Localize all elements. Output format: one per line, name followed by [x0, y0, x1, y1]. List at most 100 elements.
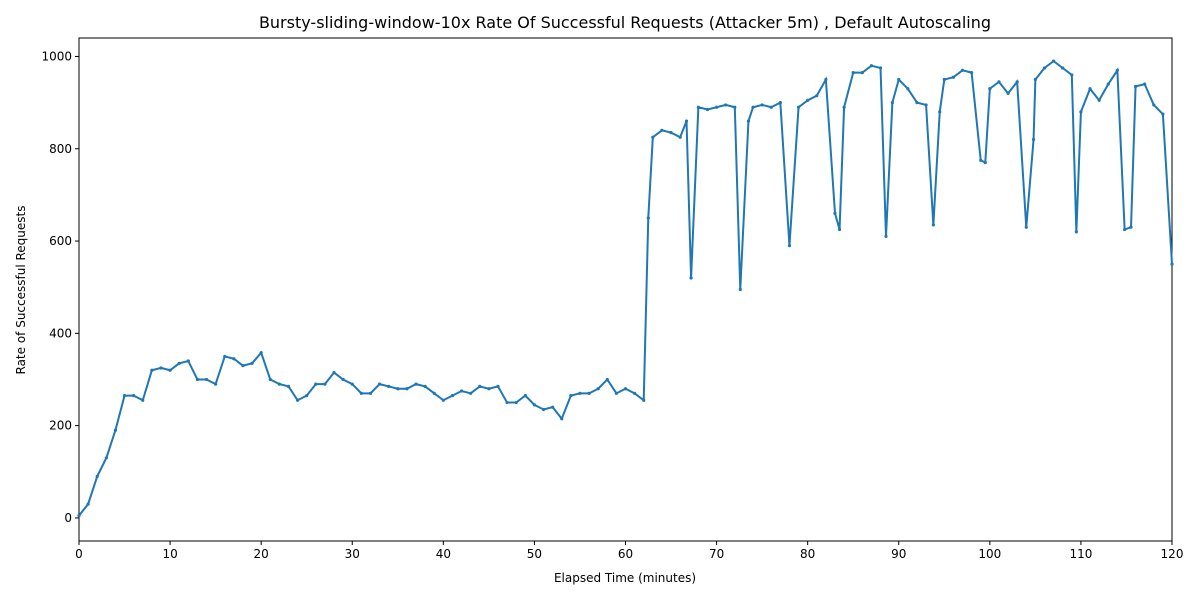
data-point [931, 223, 935, 227]
y-tick-label: 600 [49, 234, 72, 248]
data-point [988, 87, 992, 91]
data-point [787, 244, 792, 248]
data-point [1097, 98, 1101, 102]
data-point [223, 354, 227, 359]
data-point [177, 361, 181, 365]
data-point [1006, 91, 1010, 95]
data-point [1051, 59, 1056, 63]
x-tick-label: 120 [1161, 547, 1184, 561]
data-point [459, 389, 464, 393]
data-point [983, 160, 987, 165]
data-point [268, 377, 272, 382]
x-tick-label: 60 [618, 547, 633, 561]
data-point [997, 80, 1001, 84]
data-point [906, 87, 910, 91]
data-point [578, 391, 582, 395]
data-point [77, 514, 81, 518]
data-point [842, 105, 846, 109]
data-point [86, 502, 90, 506]
data-point [587, 391, 591, 395]
data-point [241, 364, 245, 368]
data-point [642, 398, 646, 402]
data-point [897, 77, 901, 82]
data-point [669, 131, 673, 135]
data-point [259, 351, 263, 355]
data-point [806, 98, 810, 102]
data-point [569, 394, 573, 398]
x-tick-label: 110 [1069, 547, 1092, 561]
data-point [724, 103, 728, 107]
data-point [487, 387, 491, 391]
data-point [979, 158, 983, 162]
chart-title: Bursty-sliding-window-10x Rate Of Succes… [259, 13, 991, 32]
data-point [623, 387, 628, 391]
data-point [938, 110, 942, 114]
y-tick-label: 0 [64, 511, 72, 525]
data-point [314, 382, 318, 386]
data-point [95, 474, 99, 478]
data-point [104, 456, 108, 460]
data-point [377, 382, 382, 386]
data-point [1061, 66, 1065, 70]
x-tick-label: 90 [891, 547, 906, 561]
data-point [359, 391, 363, 395]
data-point [890, 101, 894, 105]
data-point [614, 391, 618, 395]
y-tick-label: 800 [49, 142, 72, 156]
data-point [660, 128, 664, 132]
data-point [214, 382, 218, 386]
data-point [441, 398, 445, 402]
data-point [689, 276, 693, 280]
data-point [286, 384, 291, 389]
data-point [168, 368, 172, 372]
data-point [350, 382, 354, 386]
data-point [769, 105, 773, 109]
y-tick-label: 1000 [41, 49, 72, 63]
data-point [414, 382, 418, 386]
data-point [760, 103, 764, 107]
data-point [396, 387, 400, 391]
y-axis-label: Rate of Successful Requests [14, 206, 28, 375]
data-point [523, 394, 527, 398]
data-point [678, 135, 682, 139]
data-point [551, 405, 555, 409]
data-point [878, 66, 883, 70]
data-point [122, 394, 127, 398]
data-point [869, 64, 874, 68]
data-point [1106, 82, 1110, 86]
data-point [746, 119, 751, 123]
data-point [332, 370, 336, 375]
data-point [824, 77, 828, 82]
data-point [633, 391, 637, 395]
data-point [738, 287, 742, 292]
x-tick-label: 30 [345, 547, 360, 561]
data-point [1161, 112, 1165, 116]
data-line [78, 59, 1173, 517]
data-point [1170, 262, 1174, 266]
data-point [1074, 230, 1078, 234]
x-tick-label: 100 [978, 547, 1001, 561]
data-point [1129, 225, 1133, 229]
data-point [496, 384, 500, 389]
x-tick-label: 40 [436, 547, 451, 561]
data-point [1152, 103, 1156, 107]
data-point [778, 101, 782, 105]
data-point [815, 94, 819, 98]
data-point [132, 394, 136, 398]
data-point [751, 105, 755, 109]
data-point [159, 366, 163, 370]
data-point [1115, 68, 1119, 72]
data-point [195, 377, 200, 382]
data-point [232, 357, 236, 361]
data-point [942, 77, 946, 82]
data-point [541, 407, 546, 412]
data-point [505, 400, 509, 405]
data-point [915, 101, 919, 105]
y-tick-label: 200 [49, 419, 72, 433]
data-point [514, 400, 518, 405]
x-tick-label: 20 [254, 547, 269, 561]
x-tick-label: 50 [527, 547, 542, 561]
data-point [837, 227, 842, 232]
data-point [341, 377, 345, 382]
